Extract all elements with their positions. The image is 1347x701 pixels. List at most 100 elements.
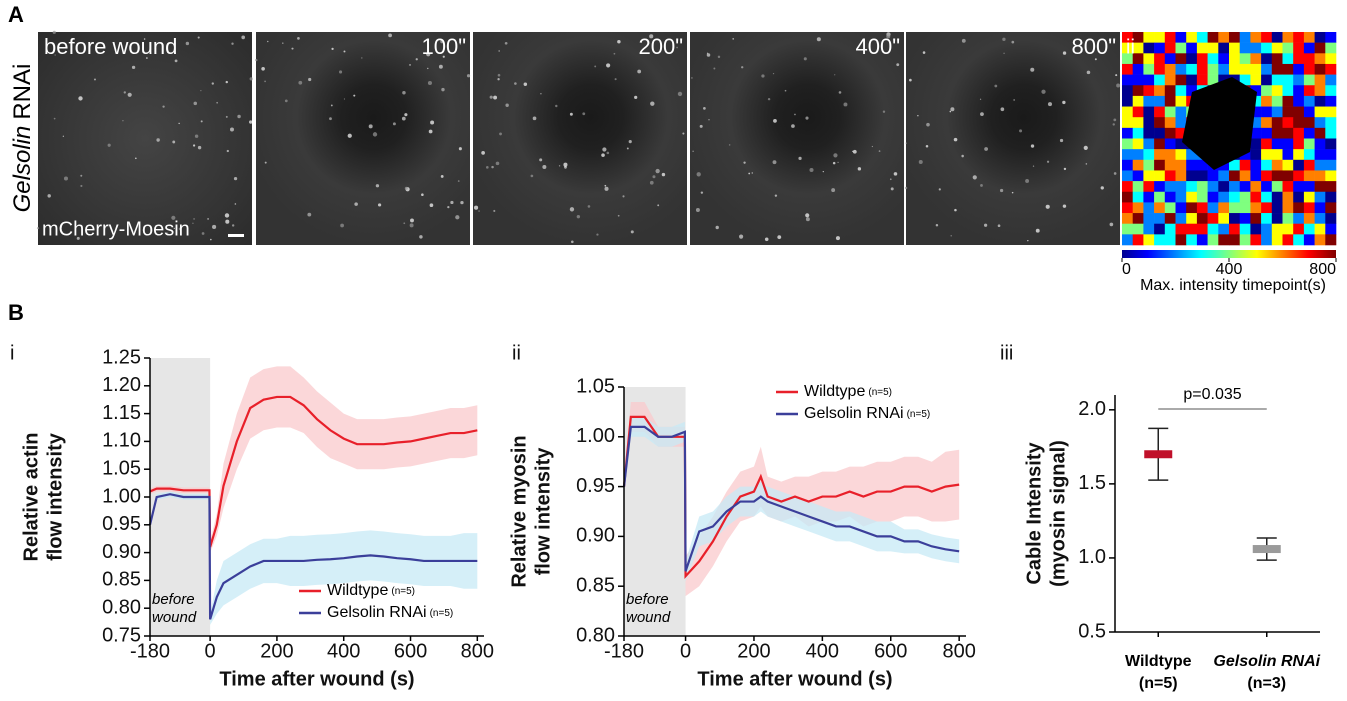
cell-speckle xyxy=(994,84,998,88)
cell-speckle xyxy=(1013,99,1015,101)
cell-speckle xyxy=(889,178,892,181)
cell-speckle xyxy=(504,41,508,45)
cell-speckle xyxy=(953,137,958,142)
heatmap-cell xyxy=(1325,42,1337,54)
heatmap-cell xyxy=(1132,181,1144,193)
cell-speckle xyxy=(772,73,775,75)
cell-speckle xyxy=(185,41,190,46)
heatmap-cell xyxy=(1314,85,1326,97)
cell-speckle xyxy=(1116,83,1121,88)
shade-label: before xyxy=(152,591,195,608)
x-axis-title: Time after wound (s) xyxy=(219,668,414,690)
heatmap-cell xyxy=(1293,159,1305,171)
heatmap-cell xyxy=(1164,138,1176,150)
cell-speckle xyxy=(409,223,414,228)
cell-speckle xyxy=(604,186,609,191)
cell-speckle xyxy=(329,117,332,121)
heatmap-cell xyxy=(1132,213,1144,224)
heatmap-cell xyxy=(1143,117,1155,129)
y-tick-label: 0.90 xyxy=(102,541,141,563)
y-tick-label: 0.95 xyxy=(576,475,615,497)
heatmap-cell xyxy=(1239,149,1251,161)
cell-speckle xyxy=(617,39,621,44)
heatmap-cell xyxy=(1293,106,1305,118)
heatmap-cell xyxy=(1325,202,1337,214)
heatmap-cell xyxy=(1229,202,1240,214)
heatmap-cell xyxy=(1293,117,1305,129)
cell-speckle xyxy=(918,159,923,164)
heatmap-cell xyxy=(1122,170,1133,182)
cell-speckle xyxy=(950,107,955,112)
heatmap-cell xyxy=(1218,63,1230,75)
heatmap-cell xyxy=(1143,213,1155,224)
cell-speckle xyxy=(558,165,561,167)
heatmap-cell xyxy=(1122,138,1133,150)
x-axis-title: Time after wound (s) xyxy=(697,668,892,690)
heatmap-cell xyxy=(1207,234,1219,246)
heatmap-cell xyxy=(1261,106,1273,118)
cell-speckle xyxy=(706,53,711,57)
cell-speckle xyxy=(751,172,754,174)
heatmap-cell xyxy=(1143,223,1155,235)
cell-speckle xyxy=(282,42,284,44)
heatmap-cell xyxy=(1154,234,1166,246)
cell-speckle xyxy=(1059,138,1064,143)
heatmap-cell xyxy=(1325,234,1337,246)
cell-speckle xyxy=(200,120,203,123)
heatmap-cell xyxy=(1239,213,1251,224)
heatmap-cell xyxy=(1325,85,1337,97)
cell-speckle xyxy=(489,95,493,99)
cell-speckle xyxy=(893,172,898,176)
cell-speckle xyxy=(523,82,528,87)
heatmap-cell xyxy=(1271,213,1283,224)
cell-speckle xyxy=(563,162,568,167)
cell-speckle xyxy=(997,224,1001,228)
x-tick-label: 200 xyxy=(737,640,770,662)
cell-speckle xyxy=(1011,40,1015,44)
heatmap-cell xyxy=(1271,95,1283,107)
cell-speckle xyxy=(428,129,433,134)
heatmap-cell xyxy=(1143,85,1155,97)
heatmap-cell xyxy=(1261,159,1273,171)
cell-speckle xyxy=(979,98,982,100)
y-tick-label: 1.00 xyxy=(576,425,615,447)
row-label: Gelsolin RNAi xyxy=(9,64,36,213)
heatmap-cell xyxy=(1325,106,1337,118)
heatmap-cell xyxy=(1282,181,1294,193)
heatmap-cell xyxy=(1261,42,1273,54)
cell-speckle xyxy=(1003,52,1005,54)
heatmap-cell xyxy=(1250,181,1262,193)
heatmap-cell xyxy=(1229,234,1240,246)
heatmap-cell xyxy=(1164,32,1176,43)
heatmap-cell xyxy=(1314,138,1326,150)
heatmap-cell xyxy=(1314,106,1326,118)
y-tick-label: 1.05 xyxy=(102,457,141,479)
heatmap-cell xyxy=(1303,95,1315,107)
cell-speckle xyxy=(570,240,574,244)
cell-speckle xyxy=(225,80,228,84)
cell-speckle xyxy=(637,69,642,74)
cell-speckle xyxy=(761,74,765,78)
heatmap-cell xyxy=(1325,159,1337,171)
heatmap-cell xyxy=(1303,170,1315,182)
cell-speckle xyxy=(1019,129,1023,133)
p-value: p=0.035 xyxy=(1183,386,1241,403)
heatmap-cell xyxy=(1132,53,1144,65)
cell-speckle xyxy=(192,222,194,224)
heatmap-cell xyxy=(1239,74,1251,86)
cell-speckle xyxy=(838,91,842,94)
legend-name: Wildtype xyxy=(327,582,388,599)
y-tick-label: 2.0 xyxy=(1078,398,1106,420)
heatmap-cell xyxy=(1207,74,1219,86)
cell-speckle xyxy=(474,205,479,210)
cell-speckle xyxy=(76,236,80,240)
cell-speckle xyxy=(131,65,136,70)
cell-speckle xyxy=(415,58,418,61)
cell-speckle xyxy=(107,143,111,147)
heatmap-cell xyxy=(1186,170,1198,182)
colorbar-tick-label: 800 xyxy=(1309,261,1336,278)
heatmap-cell xyxy=(1164,42,1176,54)
heatmap-cell xyxy=(1164,63,1176,75)
cell-speckle xyxy=(798,156,802,160)
y-axis-title: flow intensity xyxy=(532,447,554,576)
